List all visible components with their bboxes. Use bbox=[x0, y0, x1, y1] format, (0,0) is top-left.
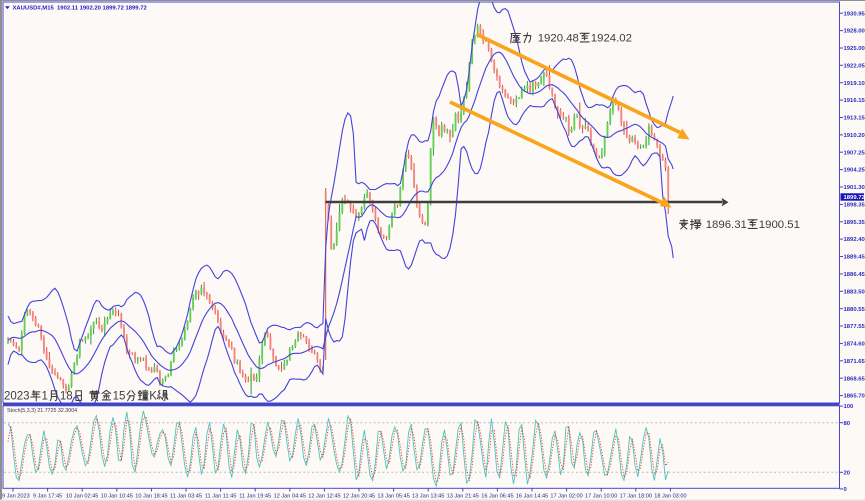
svg-text:16 Jan 06:45: 16 Jan 06:45 bbox=[481, 494, 513, 500]
svg-text:1930.95: 1930.95 bbox=[844, 11, 865, 17]
svg-text:12 Jan 20:45: 12 Jan 20:45 bbox=[343, 494, 375, 500]
svg-text:9 Jan 17:45: 9 Jan 17:45 bbox=[33, 494, 62, 500]
svg-text:18 Jan 03:00: 18 Jan 03:00 bbox=[654, 494, 686, 500]
svg-text:13 Jan 13:45: 13 Jan 13:45 bbox=[412, 494, 444, 500]
svg-text:1925.00: 1925.00 bbox=[844, 46, 865, 52]
svg-text:100: 100 bbox=[844, 404, 855, 410]
svg-text:13 Jan 05:45: 13 Jan 05:45 bbox=[377, 494, 409, 500]
svg-text:1886.45: 1886.45 bbox=[844, 272, 865, 278]
svg-text:10 Jan 10:45: 10 Jan 10:45 bbox=[101, 494, 133, 500]
svg-text:11 Jan 19:45: 11 Jan 19:45 bbox=[239, 494, 271, 500]
svg-text:Stoch(5,3,3) 21.7725 32.3004: Stoch(5,3,3) 21.7725 32.3004 bbox=[7, 408, 77, 414]
svg-text:1871.65: 1871.65 bbox=[844, 359, 865, 365]
svg-text:0: 0 bbox=[844, 487, 848, 493]
svg-text:1898.35: 1898.35 bbox=[844, 203, 865, 209]
svg-text:1896.31: 1896.31 bbox=[706, 219, 747, 231]
svg-text:17 Jan 10:00: 17 Jan 10:00 bbox=[585, 494, 617, 500]
svg-text:1877.55: 1877.55 bbox=[844, 324, 865, 330]
svg-text:1895.35: 1895.35 bbox=[844, 220, 865, 226]
svg-text:1907.25: 1907.25 bbox=[844, 150, 865, 156]
svg-text:1913.15: 1913.15 bbox=[844, 116, 865, 122]
svg-text:10 Jan 18:45: 10 Jan 18:45 bbox=[135, 494, 167, 500]
svg-text:12 Jan 04:45: 12 Jan 04:45 bbox=[274, 494, 306, 500]
svg-text:1883.50: 1883.50 bbox=[844, 289, 865, 295]
svg-text:XAUUSD#,M15 1902.11 1902.20 1: XAUUSD#,M15 1902.11 1902.20 1899.72 1899… bbox=[13, 6, 148, 12]
svg-text:20: 20 bbox=[844, 470, 851, 476]
svg-text:1924.02: 1924.02 bbox=[591, 33, 632, 45]
svg-text:1889.45: 1889.45 bbox=[844, 255, 865, 261]
svg-text:1922.05: 1922.05 bbox=[844, 63, 865, 69]
svg-text:1868.65: 1868.65 bbox=[844, 376, 865, 382]
svg-text:18: 18 bbox=[60, 391, 73, 403]
svg-text:1928.00: 1928.00 bbox=[844, 29, 865, 35]
svg-text:17 Jan 18:00: 17 Jan 18:00 bbox=[620, 494, 652, 500]
svg-text:11 Jan 03:45: 11 Jan 03:45 bbox=[170, 494, 202, 500]
svg-text:16 Jan 14:45: 16 Jan 14:45 bbox=[516, 494, 548, 500]
svg-text:1916.15: 1916.15 bbox=[844, 98, 865, 104]
svg-text:1880.55: 1880.55 bbox=[844, 307, 865, 313]
svg-text:1904.25: 1904.25 bbox=[844, 168, 865, 174]
svg-text:1899.72: 1899.72 bbox=[844, 195, 865, 201]
svg-text:1900.51: 1900.51 bbox=[759, 219, 800, 231]
svg-text:1874.60: 1874.60 bbox=[844, 342, 865, 348]
svg-text:1920.48: 1920.48 bbox=[538, 33, 579, 45]
svg-text:1892.40: 1892.40 bbox=[844, 237, 865, 243]
svg-text:15: 15 bbox=[113, 391, 126, 403]
svg-text:2023: 2023 bbox=[4, 391, 30, 403]
svg-text:1910.20: 1910.20 bbox=[844, 133, 865, 139]
svg-text:1919.10: 1919.10 bbox=[844, 81, 865, 87]
svg-text:12 Jan 12:45: 12 Jan 12:45 bbox=[308, 494, 340, 500]
svg-text:17 Jan 02:00: 17 Jan 02:00 bbox=[550, 494, 582, 500]
svg-text:9 Jan 2023: 9 Jan 2023 bbox=[2, 494, 30, 500]
svg-text:1865.70: 1865.70 bbox=[844, 394, 865, 400]
svg-text:80: 80 bbox=[844, 421, 851, 427]
svg-text:1: 1 bbox=[42, 391, 48, 403]
svg-text:1901.30: 1901.30 bbox=[844, 185, 865, 191]
svg-text:10 Jan 02:45: 10 Jan 02:45 bbox=[66, 494, 98, 500]
svg-text:11 Jan 11:45: 11 Jan 11:45 bbox=[205, 494, 237, 500]
svg-text:K: K bbox=[149, 391, 157, 403]
svg-text:13 Jan 21:45: 13 Jan 21:45 bbox=[447, 494, 479, 500]
